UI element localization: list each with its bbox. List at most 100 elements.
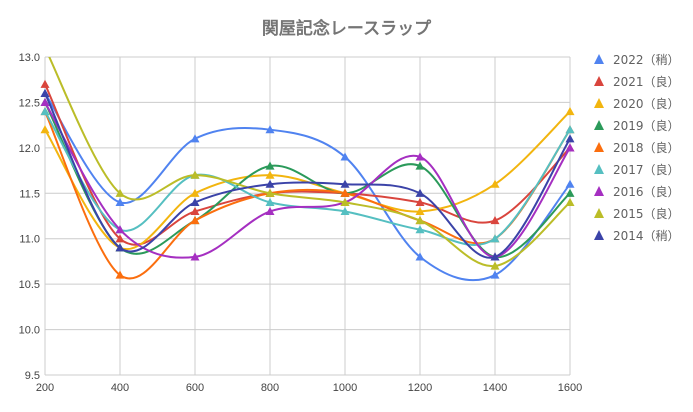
data-point-marker [565, 197, 575, 206]
triangle-marker-icon [594, 186, 604, 196]
data-point-marker [490, 179, 500, 188]
data-point-marker [340, 188, 350, 197]
data-point-marker [265, 170, 275, 179]
legend-item[interactable]: 2020（良） [593, 92, 680, 114]
legend-label: 2020（良） [613, 96, 680, 111]
data-point-marker [490, 261, 500, 270]
data-point-marker [265, 125, 275, 134]
data-point-marker [565, 188, 575, 197]
x-tick-label: 200 [36, 382, 54, 394]
triangle-marker-icon [594, 164, 604, 174]
legend-item[interactable]: 2019（良） [593, 114, 680, 136]
data-point-marker [565, 107, 575, 116]
data-point-marker [415, 216, 425, 225]
data-point-marker [415, 197, 425, 206]
legend-item[interactable]: 2016（良） [593, 180, 680, 202]
data-point-marker [415, 206, 425, 216]
legend-item[interactable]: 2021（良） [593, 70, 680, 92]
data-point-marker [40, 107, 50, 116]
data-point-marker [115, 270, 125, 279]
x-tick-label: 800 [261, 382, 279, 394]
data-point-marker [265, 188, 275, 197]
legend-label: 2017（良） [613, 162, 680, 177]
y-tick-label: 12.5 [19, 97, 40, 109]
data-point-marker [490, 216, 500, 225]
series-line-2 [45, 110, 570, 251]
data-point-marker [565, 143, 575, 152]
triangle-marker-icon [594, 76, 604, 86]
data-point-marker [115, 197, 125, 206]
data-point-marker [190, 188, 200, 197]
data-point-marker [565, 179, 575, 188]
triangle-marker-icon [594, 230, 604, 240]
data-point-marker [115, 243, 125, 252]
data-point-marker [40, 97, 50, 107]
legend-label: 2015（良） [613, 206, 680, 221]
data-point-marker [340, 152, 350, 161]
triangle-marker-icon [594, 208, 604, 218]
legend-item[interactable]: 2018（良） [593, 136, 680, 158]
data-point-marker [415, 161, 425, 170]
data-point-marker [190, 252, 200, 261]
x-tick-label: 1600 [558, 382, 582, 394]
data-point-marker [340, 197, 350, 206]
x-tick-label: 1200 [408, 382, 432, 394]
data-point-marker [190, 206, 200, 216]
data-point-marker [190, 197, 200, 206]
data-point-marker [415, 225, 425, 234]
data-point-marker [340, 206, 350, 216]
triangle-marker-icon [594, 54, 604, 64]
data-point-marker [415, 152, 425, 161]
data-point-marker [265, 161, 275, 170]
legend-item[interactable]: 2017（良） [593, 158, 680, 180]
legend-label: 2022（稍） [613, 52, 680, 67]
series-line-6 [45, 101, 570, 259]
x-tick-label: 400 [111, 382, 129, 394]
data-point-marker [265, 179, 275, 188]
legend: 2022（稍） 2021（良） 2020（良） 2019（良） 2018（良） 2017（… [593, 48, 680, 246]
data-point-marker [415, 188, 425, 197]
x-tick-label: 1000 [333, 382, 357, 394]
data-point-marker [265, 206, 275, 216]
triangle-marker-icon [594, 142, 604, 152]
series-line-1 [45, 83, 570, 246]
data-point-marker [490, 252, 500, 261]
y-tick-label: 11.0 [19, 234, 40, 246]
data-point-marker [40, 125, 50, 134]
triangle-marker-icon [594, 120, 604, 130]
data-point-marker [40, 79, 50, 88]
data-point-marker [265, 197, 275, 206]
data-point-marker [115, 234, 125, 243]
legend-item[interactable]: 2014（稍） [593, 224, 680, 246]
data-point-marker [565, 125, 575, 134]
data-point-marker [115, 225, 125, 234]
data-point-marker [490, 270, 500, 279]
data-point-marker [565, 134, 575, 143]
x-tick-label: 600 [186, 382, 204, 394]
y-tick-label: 12.0 [19, 143, 40, 155]
legend-label: 2016（良） [613, 184, 680, 199]
data-point-marker [190, 170, 200, 179]
data-point-marker [340, 179, 350, 188]
data-point-marker [415, 252, 425, 261]
y-tick-label: 9.5 [25, 370, 40, 382]
data-point-marker [115, 188, 125, 197]
legend-label: 2021（良） [613, 74, 680, 89]
data-point-marker [490, 234, 500, 243]
x-tick-label: 1400 [483, 382, 507, 394]
legend-label: 2014（稍） [613, 228, 680, 243]
legend-label: 2018（良） [613, 140, 680, 155]
data-point-marker [190, 134, 200, 143]
legend-label: 2019（良） [613, 118, 680, 133]
y-tick-label: 11.5 [19, 188, 40, 200]
legend-item[interactable]: 2015（良） [593, 202, 680, 224]
y-tick-label: 10.0 [19, 325, 40, 337]
chart-title: 関屋記念レースラップ [261, 19, 432, 39]
legend-item[interactable]: 2022（稍） [593, 48, 680, 70]
triangle-marker-icon [594, 98, 604, 108]
data-point-marker [190, 216, 200, 225]
y-tick-label: 10.5 [19, 279, 40, 291]
data-point-marker [40, 88, 50, 97]
y-tick-label: 13.0 [19, 52, 40, 64]
